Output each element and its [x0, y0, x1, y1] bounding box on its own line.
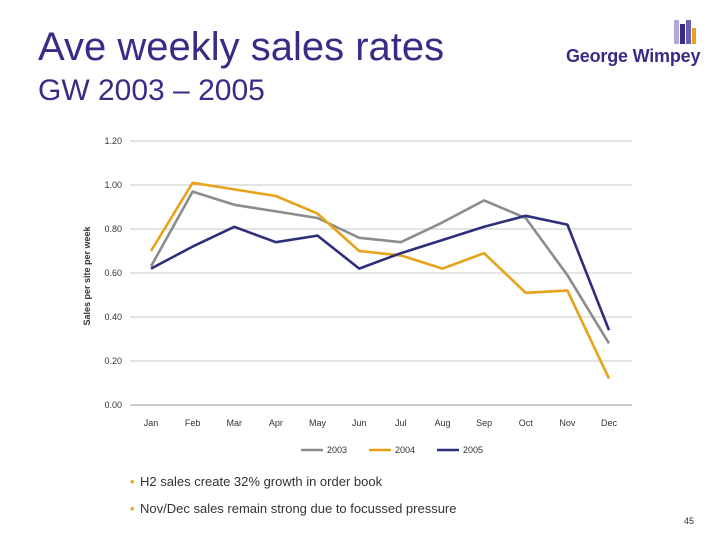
legend-label: 2003 [327, 445, 347, 455]
company-logo: George Wimpey [566, 18, 706, 68]
legend: 2003 2004 2005 [301, 445, 483, 455]
logo-text: George Wimpey [566, 46, 701, 66]
x-tick-label: Jun [352, 418, 367, 428]
x-tick-label: Jan [144, 418, 159, 428]
x-tick-label: Apr [269, 418, 283, 428]
bullet-item: Nov/Dec sales remain strong due to focus… [130, 501, 457, 516]
y-tick-label: 0.60 [104, 268, 122, 278]
x-tick-label: Oct [519, 418, 534, 428]
series-line-2004 [149, 181, 611, 380]
y-axis-label: Sales per site per week [82, 225, 92, 325]
logo-mark-icon [674, 20, 696, 44]
series-lines [149, 181, 611, 380]
y-tick-label: 1.20 [104, 136, 122, 146]
legend-label: 2004 [395, 445, 415, 455]
legend-label: 2005 [463, 445, 483, 455]
x-tick-label: Feb [185, 418, 201, 428]
y-tick-label: 0.80 [104, 224, 122, 234]
line-chart: 0.00 0.20 0.40 0.60 0.80 1.00 1.20 Jan Feb Mar Ap… [82, 136, 632, 455]
x-tick-label: May [309, 418, 327, 428]
y-tick-label: 0.20 [104, 356, 122, 366]
bullet-item: H2 sales create 32% growth in order book [130, 474, 457, 489]
bullet-list: H2 sales create 32% growth in order book… [130, 474, 457, 516]
x-tick-labels: Jan Feb Mar Apr May Jun Jul Aug Sep Oct Nov Dec [144, 418, 618, 428]
slide-subtitle: GW 2003 – 2005 [38, 74, 265, 107]
slide-title: Ave weekly sales rates [38, 25, 445, 69]
series-line-2005 [150, 214, 611, 331]
grid-lines [130, 140, 632, 406]
y-tick-label: 1.00 [104, 180, 122, 190]
x-tick-label: Mar [227, 418, 243, 428]
x-tick-label: Sep [476, 418, 492, 428]
y-tick-label: 0.00 [104, 400, 122, 410]
x-tick-label: Dec [601, 418, 618, 428]
page-number: 45 [684, 516, 695, 526]
x-tick-label: Jul [395, 418, 407, 428]
series-line-2003 [149, 190, 611, 345]
x-tick-label: Aug [434, 418, 450, 428]
y-tick-labels: 0.00 0.20 0.40 0.60 0.80 1.00 1.20 [104, 136, 122, 410]
y-tick-label: 0.40 [104, 312, 122, 322]
x-tick-label: Nov [559, 418, 576, 428]
